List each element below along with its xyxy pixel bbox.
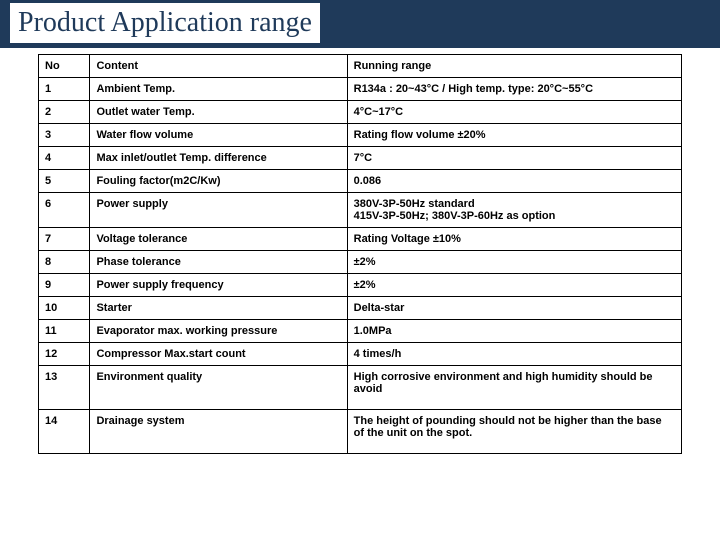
cell-content: Water flow volume xyxy=(90,124,347,147)
table-container: No Content Running range 1Ambient Temp.R… xyxy=(0,48,720,466)
table-row: 5Fouling factor(m2C/Kw)0.086 xyxy=(39,170,682,193)
table-row: 1Ambient Temp.R134a : 20~43°C / High tem… xyxy=(39,78,682,101)
cell-running: Rating Voltage ±10% xyxy=(347,228,681,251)
cell-content: Compressor Max.start count xyxy=(90,343,347,366)
col-header-running: Running range xyxy=(347,55,681,78)
cell-running: 380V-3P-50Hz standard415V-3P-50Hz; 380V-… xyxy=(347,193,681,228)
header-title-container: Product Application range xyxy=(10,3,320,46)
cell-no: 9 xyxy=(39,274,90,297)
cell-running: High corrosive environment and high humi… xyxy=(347,366,681,410)
cell-running: 4°C~17°C xyxy=(347,101,681,124)
cell-content: Phase tolerance xyxy=(90,251,347,274)
cell-no: 3 xyxy=(39,124,90,147)
cell-no: 11 xyxy=(39,320,90,343)
cell-no: 1 xyxy=(39,78,90,101)
cell-running: 7°C xyxy=(347,147,681,170)
page-title: Product Application range xyxy=(10,3,320,46)
table-body: 1Ambient Temp.R134a : 20~43°C / High tem… xyxy=(39,78,682,454)
cell-running: Rating flow volume ±20% xyxy=(347,124,681,147)
table-row: 6Power supply380V-3P-50Hz standard415V-3… xyxy=(39,193,682,228)
table-header: No Content Running range xyxy=(39,55,682,78)
application-range-table: No Content Running range 1Ambient Temp.R… xyxy=(38,54,682,454)
cell-running: The height of pounding should not be hig… xyxy=(347,410,681,454)
cell-content: Evaporator max. working pressure xyxy=(90,320,347,343)
cell-running: 1.0MPa xyxy=(347,320,681,343)
table-row: 3Water flow volumeRating flow volume ±20… xyxy=(39,124,682,147)
cell-no: 13 xyxy=(39,366,90,410)
cell-running: ±2% xyxy=(347,251,681,274)
table-row: 13Environment qualityHigh corrosive envi… xyxy=(39,366,682,410)
cell-no: 14 xyxy=(39,410,90,454)
cell-running: R134a : 20~43°C / High temp. type: 20°C~… xyxy=(347,78,681,101)
cell-no: 4 xyxy=(39,147,90,170)
cell-content: Environment quality xyxy=(90,366,347,410)
table-row: 12Compressor Max.start count4 times/h xyxy=(39,343,682,366)
table-row: 4Max inlet/outlet Temp. difference7°C xyxy=(39,147,682,170)
cell-no: 2 xyxy=(39,101,90,124)
cell-running: 4 times/h xyxy=(347,343,681,366)
cell-content: Power supply xyxy=(90,193,347,228)
cell-content: Outlet water Temp. xyxy=(90,101,347,124)
cell-content: Max inlet/outlet Temp. difference xyxy=(90,147,347,170)
table-row: 10StarterDelta-star xyxy=(39,297,682,320)
cell-content: Voltage tolerance xyxy=(90,228,347,251)
cell-no: 8 xyxy=(39,251,90,274)
cell-no: 12 xyxy=(39,343,90,366)
cell-content: Ambient Temp. xyxy=(90,78,347,101)
table-row: 8Phase tolerance±2% xyxy=(39,251,682,274)
table-row: 2Outlet water Temp.4°C~17°C xyxy=(39,101,682,124)
cell-running: ±2% xyxy=(347,274,681,297)
cell-running: 0.086 xyxy=(347,170,681,193)
cell-no: 5 xyxy=(39,170,90,193)
cell-no: 10 xyxy=(39,297,90,320)
cell-content: Power supply frequency xyxy=(90,274,347,297)
table-header-row: No Content Running range xyxy=(39,55,682,78)
col-header-content: Content xyxy=(90,55,347,78)
cell-content: Starter xyxy=(90,297,347,320)
table-row: 14Drainage systemThe height of pounding … xyxy=(39,410,682,454)
cell-no: 6 xyxy=(39,193,90,228)
table-row: 9Power supply frequency±2% xyxy=(39,274,682,297)
cell-no: 7 xyxy=(39,228,90,251)
table-row: 7Voltage toleranceRating Voltage ±10% xyxy=(39,228,682,251)
col-header-no: No xyxy=(39,55,90,78)
cell-running: Delta-star xyxy=(347,297,681,320)
header-bar: Product Application range xyxy=(0,0,720,48)
table-row: 11Evaporator max. working pressure1.0MPa xyxy=(39,320,682,343)
cell-content: Fouling factor(m2C/Kw) xyxy=(90,170,347,193)
cell-content: Drainage system xyxy=(90,410,347,454)
